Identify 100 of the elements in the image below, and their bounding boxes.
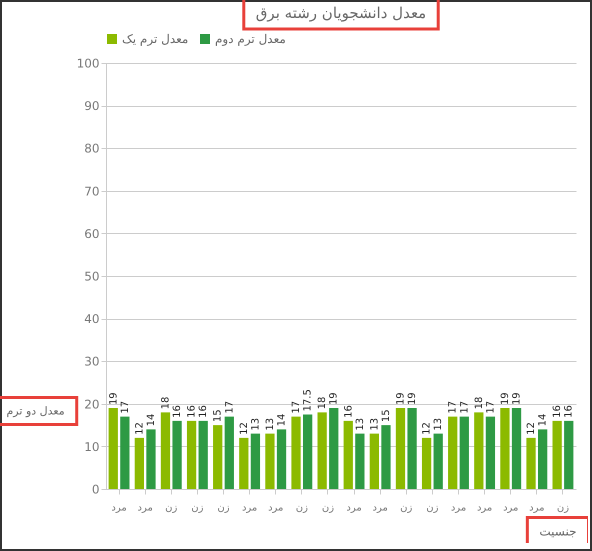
data-label: 13 — [433, 418, 444, 431]
bar — [396, 408, 406, 489]
data-label: 15 — [380, 409, 392, 422]
bar — [329, 408, 338, 489]
y-tick-label: 90 — [84, 99, 100, 114]
bar — [526, 438, 536, 489]
legend-label: معدل ترم دوم — [215, 32, 286, 46]
bar — [552, 420, 562, 489]
bar — [302, 414, 312, 489]
bar — [186, 420, 196, 489]
x-tick-label: مرد — [503, 502, 518, 514]
bar — [500, 408, 510, 489]
bar — [265, 434, 275, 489]
x-tick-label: زن — [191, 502, 204, 514]
y-tick-label: 0 — [92, 482, 100, 496]
bar — [160, 412, 170, 489]
bar — [344, 420, 353, 489]
data-label: 19 — [407, 392, 418, 406]
data-label: 12 — [422, 422, 433, 435]
bar — [448, 416, 458, 489]
data-label: 19 — [395, 392, 406, 406]
data-label: 13 — [369, 418, 380, 431]
x-tick-label: زن — [217, 502, 230, 514]
bar — [370, 434, 380, 489]
bar — [146, 429, 156, 489]
y-tick-label: 10 — [84, 440, 100, 454]
x-tick-label: مرد — [111, 502, 127, 514]
data-label: 17 — [291, 400, 302, 414]
x-tick-label: مرد — [268, 502, 284, 514]
data-label: 19 — [512, 392, 523, 406]
bar — [434, 434, 443, 489]
data-label: 18 — [160, 396, 172, 410]
y-tick-label: 40 — [84, 312, 100, 326]
bar — [512, 408, 522, 489]
bar — [108, 408, 118, 489]
data-label: 16 — [564, 405, 575, 418]
x-tick-label: مرد — [476, 502, 492, 514]
data-label: 12 — [238, 422, 250, 435]
bar — [422, 438, 432, 489]
bar — [486, 416, 496, 489]
data-label: 18 — [317, 396, 328, 410]
bar — [407, 408, 417, 489]
data-label: 17 — [448, 400, 459, 414]
y-tick-label: 70 — [84, 184, 100, 198]
y-tick-label: 80 — [84, 142, 100, 156]
bar — [538, 429, 548, 489]
data-label: 14 — [276, 414, 288, 426]
bar — [474, 412, 484, 489]
y-axis-title: معدل دو ترم — [6, 404, 65, 418]
y-tick-label: 60 — [84, 226, 100, 241]
bar — [381, 425, 391, 489]
data-label: 13 — [250, 418, 262, 431]
data-label: 19 — [108, 392, 120, 406]
y-tick-label: 100 — [76, 56, 100, 70]
bar — [355, 434, 364, 489]
bar — [120, 416, 130, 489]
data-label: 18 — [474, 396, 485, 410]
bar — [291, 416, 301, 489]
data-label: 14 — [146, 414, 157, 426]
data-label: 12 — [134, 422, 146, 435]
bar — [134, 438, 144, 489]
data-label: 13 — [354, 418, 366, 431]
data-label: 17.5 — [302, 389, 314, 412]
data-label: 16 — [552, 405, 564, 418]
bar — [250, 434, 260, 489]
x-tick-label: مرد — [346, 502, 362, 514]
data-label: 16 — [172, 405, 184, 418]
x-axis-title: جنسیت — [539, 524, 576, 538]
y-tick-label: 50 — [84, 270, 100, 284]
bar — [239, 438, 248, 489]
bar — [564, 420, 574, 489]
x-tick-label: مرد — [242, 502, 258, 514]
bar — [213, 425, 222, 489]
x-tick-label: زن — [556, 502, 570, 514]
bar — [276, 429, 286, 489]
legend-label: معدل ترم یک — [122, 32, 188, 46]
data-label: 16 — [186, 405, 198, 418]
chart-title: معدل دانشجویان رشته برق — [256, 4, 426, 22]
data-label: 19 — [328, 392, 340, 406]
x-tick-label: زن — [426, 502, 439, 514]
x-tick-label: مرد — [372, 502, 388, 514]
x-tick-label: زن — [400, 502, 413, 514]
data-label: 16 — [343, 405, 354, 418]
bar — [172, 420, 182, 489]
x-tick-label: زن — [296, 502, 308, 514]
bar — [318, 412, 327, 489]
y-tick-label: 20 — [84, 397, 100, 412]
data-label: 17 — [485, 400, 496, 414]
x-tick-label: مرد — [529, 502, 544, 514]
data-label: 17 — [224, 400, 236, 414]
bar — [460, 416, 469, 489]
data-label: 12 — [526, 422, 538, 435]
bar — [198, 420, 208, 489]
data-label: 19 — [500, 392, 511, 406]
x-tick-label: زن — [165, 502, 178, 514]
data-label: 17 — [120, 400, 131, 414]
data-label: 17 — [459, 400, 470, 414]
data-label: 14 — [538, 414, 549, 426]
bar — [224, 416, 234, 489]
y-tick-label: 30 — [84, 354, 100, 369]
